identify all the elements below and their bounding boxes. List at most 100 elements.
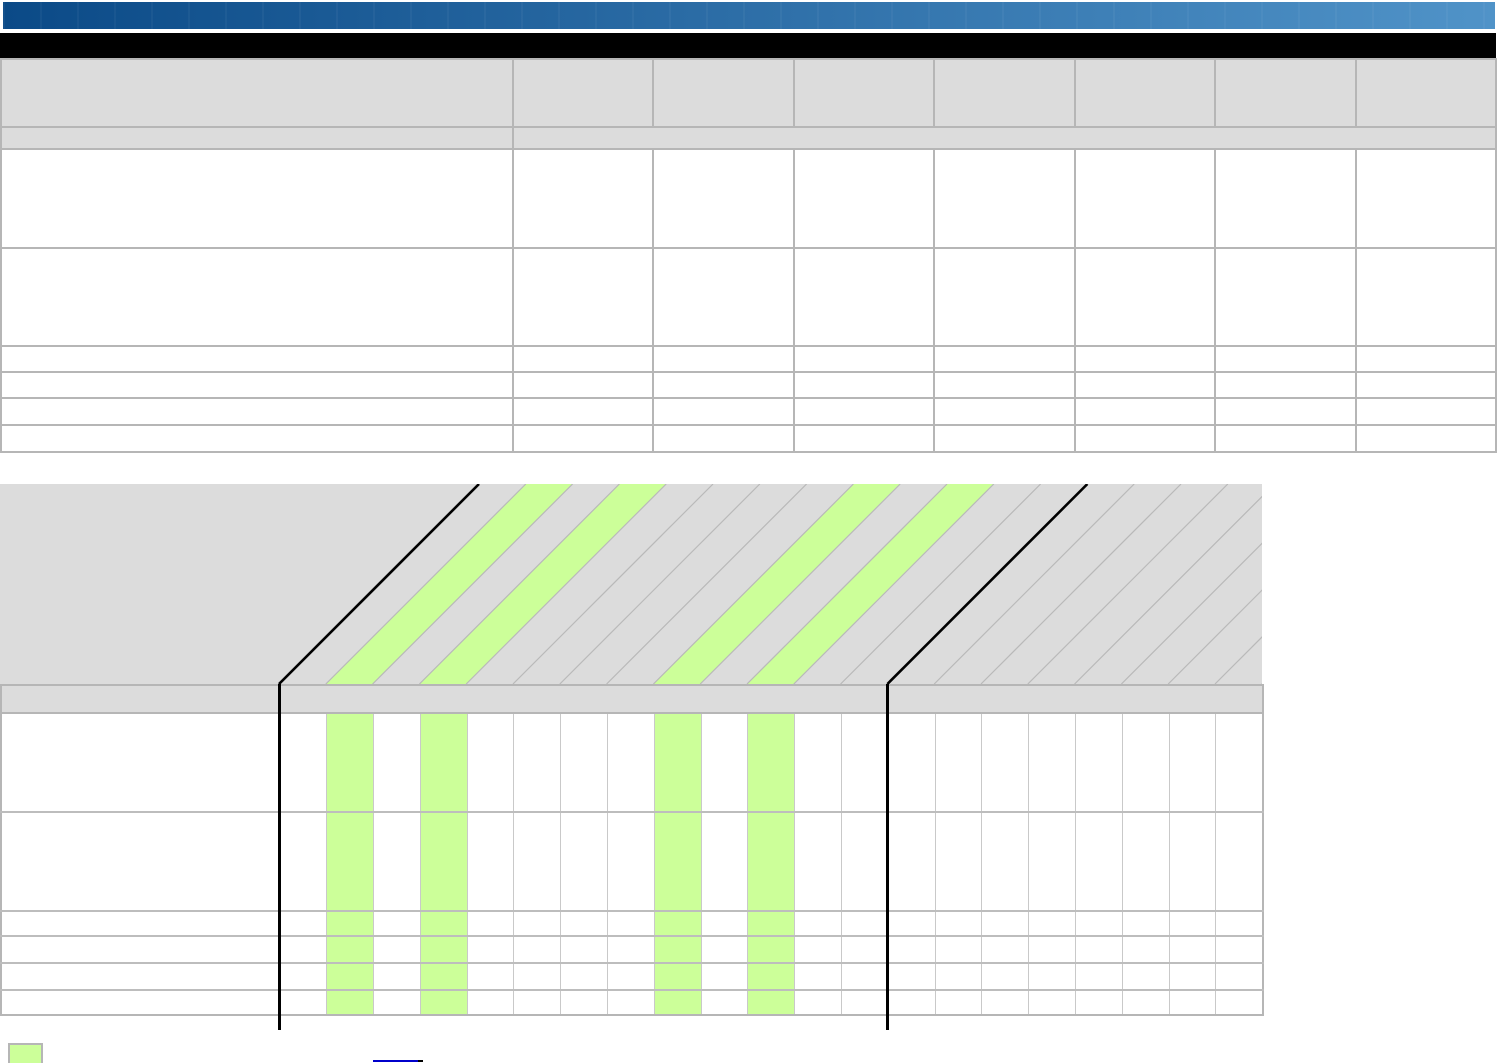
matrix-cell [1028, 935, 1077, 964]
matrix-cell [1121, 962, 1170, 991]
upper-table-corner-header-cell [0, 58, 514, 128]
matrix-cell [794, 910, 843, 937]
upper-table-cell [1354, 247, 1497, 347]
upper-table-cell [1214, 148, 1357, 249]
matrix-cell [1121, 811, 1170, 912]
matrix-cell [466, 962, 515, 991]
matrix-cell [887, 989, 936, 1016]
matrix-cell [794, 712, 843, 813]
upper-table-cell [792, 345, 936, 373]
matrix-cell [1168, 811, 1217, 912]
upper-table-cell [1214, 424, 1357, 453]
matrix-cell-highlighted [419, 935, 468, 964]
matrix-cell-highlighted [747, 811, 796, 912]
matrix-diagonal-column-header [0, 484, 1262, 684]
upper-table-cell [1073, 247, 1217, 347]
matrix-grid [0, 684, 1264, 1016]
upper-table-cell [1214, 397, 1357, 426]
matrix-cell [466, 712, 515, 813]
matrix-cell [981, 811, 1030, 912]
upper-table-cell [511, 424, 655, 453]
upper-table [0, 58, 1497, 453]
matrix-cell [513, 989, 562, 1016]
diagonal-separator-line [1167, 589, 1262, 684]
matrix-cell [1028, 811, 1077, 912]
matrix-cell [1028, 712, 1077, 813]
matrix-cell [607, 712, 655, 813]
black-diagonal-divider [278, 484, 480, 684]
matrix-cell-highlighted [653, 962, 702, 991]
diagonal-separator-line [652, 484, 854, 684]
upper-table-column-header-cell [1073, 58, 1217, 128]
matrix-cell [1215, 989, 1264, 1016]
matrix-row [0, 962, 1264, 991]
matrix-cell [981, 962, 1030, 991]
matrix-row-label-cell [0, 935, 280, 964]
diagonal-separator-line [606, 484, 808, 684]
diagonal-separator-line [1120, 542, 1262, 684]
matrix-cell [700, 962, 749, 991]
matrix-cell [373, 935, 421, 964]
matrix-cell [607, 962, 655, 991]
matrix-cell-highlighted [747, 935, 796, 964]
upper-table-column-header-cell [511, 58, 655, 128]
matrix-cell [934, 935, 983, 964]
upper-table-cell [652, 397, 795, 426]
upper-table-column-header-cell [652, 58, 795, 128]
matrix-cell-highlighted [747, 989, 796, 1016]
matrix-cell [560, 989, 609, 1016]
matrix-cell [279, 910, 328, 937]
matrix-row-label-cell [0, 962, 280, 991]
matrix-cell [934, 712, 983, 813]
matrix-cell [1075, 910, 1123, 937]
upper-table-cell [1354, 345, 1497, 373]
matrix-cell [1028, 962, 1077, 991]
upper-table-row [0, 424, 1497, 453]
matrix-cell-highlighted [653, 811, 702, 912]
matrix-row [0, 910, 1264, 937]
matrix-left-black-divider [277, 684, 281, 1030]
matrix-cell [1028, 989, 1077, 1016]
highlighted-diagonal-band [653, 484, 901, 684]
diagonal-separator-line [1027, 484, 1229, 684]
matrix-cell [934, 811, 983, 912]
hyperlink-underline[interactable] [373, 1060, 423, 1063]
matrix-subheader-cell [280, 684, 889, 714]
diagonal-separator-line [840, 484, 1042, 684]
matrix-cell [1121, 935, 1170, 964]
upper-table-cell [1073, 424, 1217, 453]
matrix-cell [1075, 712, 1123, 813]
matrix-cell [981, 910, 1030, 937]
diagonal-separator-line [372, 484, 574, 684]
matrix-cell [887, 935, 936, 964]
upper-table-cell [792, 247, 936, 347]
upper-table-cell [511, 371, 655, 399]
matrix-cell [607, 935, 655, 964]
matrix-cell-highlighted [747, 712, 796, 813]
matrix-cell-highlighted [653, 712, 702, 813]
matrix-cell [1215, 712, 1264, 813]
upper-table-cell [792, 148, 936, 249]
matrix-subheader-cell [0, 684, 280, 714]
matrix-cell [1215, 962, 1264, 991]
matrix-cell [279, 811, 328, 912]
matrix-row [0, 811, 1264, 912]
matrix-cell-highlighted [653, 935, 702, 964]
matrix-cell [466, 811, 515, 912]
matrix-cell [607, 811, 655, 912]
matrix-cell [1215, 910, 1264, 937]
matrix-cell [841, 935, 889, 964]
matrix-row-label-cell [0, 910, 280, 937]
upper-table-cell [933, 371, 1076, 399]
matrix-cell [981, 712, 1030, 813]
matrix-cell [841, 712, 889, 813]
matrix-cell-highlighted [419, 811, 468, 912]
upper-table-cell [933, 247, 1076, 347]
matrix-cell-highlighted [747, 910, 796, 937]
matrix-cell-highlighted [326, 935, 375, 964]
matrix-cell [981, 989, 1030, 1016]
upper-table-cell [1214, 371, 1357, 399]
diagonal-separator-line [980, 484, 1182, 684]
matrix-cell [887, 712, 936, 813]
